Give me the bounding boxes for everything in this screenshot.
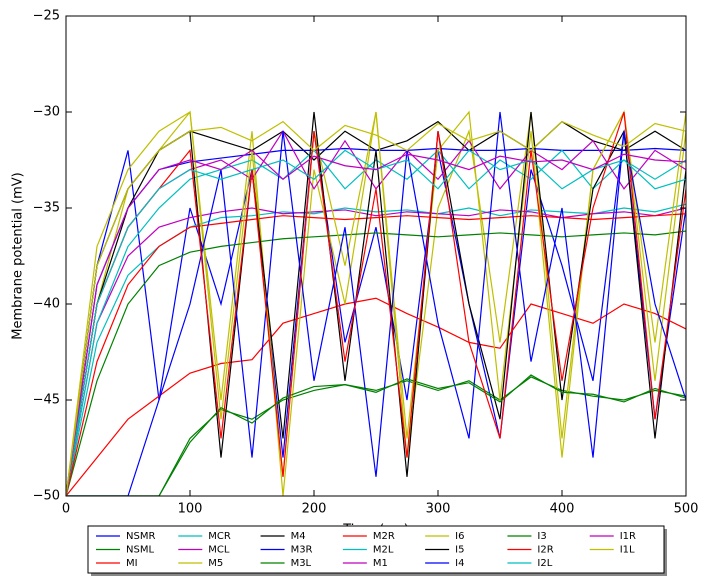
- series-line: [66, 120, 686, 496]
- series-line: [66, 230, 686, 496]
- series-line: [66, 130, 686, 496]
- legend-label: M2L: [373, 545, 394, 556]
- legend-label: MCL: [208, 545, 230, 556]
- legend-label: I1R: [620, 531, 636, 542]
- series-line: [66, 111, 686, 496]
- y-axis-label: Membrane potential (mV): [11, 172, 26, 339]
- y-tick-label: −30: [33, 105, 60, 120]
- series-line: [66, 297, 686, 496]
- plot-lines: [66, 110, 686, 496]
- legend-label: I2R: [537, 545, 553, 556]
- legend-label: M4: [291, 531, 306, 542]
- y-tick-label: −25: [33, 9, 60, 24]
- x-tick-label: 0: [62, 502, 70, 517]
- legend-label: I6: [455, 531, 464, 542]
- series-line: [66, 376, 686, 496]
- plot-frame: [65, 15, 687, 497]
- x-tick-label: 100: [178, 502, 203, 517]
- legend-label: M3R: [291, 545, 313, 556]
- y-tick-label: −50: [33, 489, 60, 504]
- legend-label: NSML: [126, 545, 154, 556]
- legend-label: M5: [208, 558, 223, 569]
- legend-label: I2L: [537, 558, 552, 569]
- x-tick-label: 200: [302, 502, 327, 517]
- legend-label: NSMR: [126, 531, 155, 542]
- x-tick-label: 300: [426, 502, 451, 517]
- legend-label: MCR: [208, 531, 231, 542]
- series-line: [66, 131, 686, 496]
- y-tick-label: −35: [33, 201, 60, 216]
- series-line: [66, 374, 686, 496]
- legend-label: MI: [126, 558, 138, 569]
- legend: NSMR NSML MI MCR MCL M5 M4 M3R M3L M2R M2L M1 I6 I5 I4…: [87, 525, 667, 576]
- series-line: [66, 207, 686, 496]
- legend-label: M2R: [373, 531, 395, 542]
- legend-label: M1: [373, 558, 388, 569]
- series-line: [66, 111, 686, 496]
- legend-label: I5: [455, 545, 464, 556]
- series-line: [66, 147, 686, 496]
- y-tick-label: −45: [33, 393, 60, 408]
- legend-label: M3L: [291, 558, 312, 569]
- legend-label: I4: [455, 558, 464, 569]
- series-line: [66, 213, 686, 496]
- series-line: [66, 120, 686, 496]
- x-tick-label: 500: [674, 502, 699, 517]
- y-tick-label: −40: [33, 297, 60, 312]
- x-tick-label: 400: [550, 502, 575, 517]
- series-line: [66, 149, 686, 496]
- legend-label: I3: [537, 531, 546, 542]
- legend-label: I1L: [620, 545, 635, 556]
